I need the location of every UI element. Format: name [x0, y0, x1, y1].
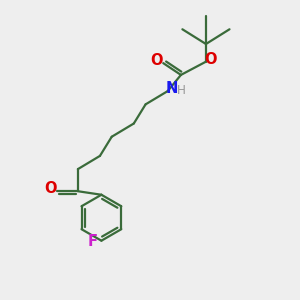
Text: O: O — [205, 52, 217, 67]
Text: N: N — [166, 81, 178, 96]
Text: F: F — [88, 234, 98, 249]
Text: O: O — [44, 182, 57, 196]
Text: O: O — [151, 53, 163, 68]
Text: H: H — [177, 84, 186, 97]
